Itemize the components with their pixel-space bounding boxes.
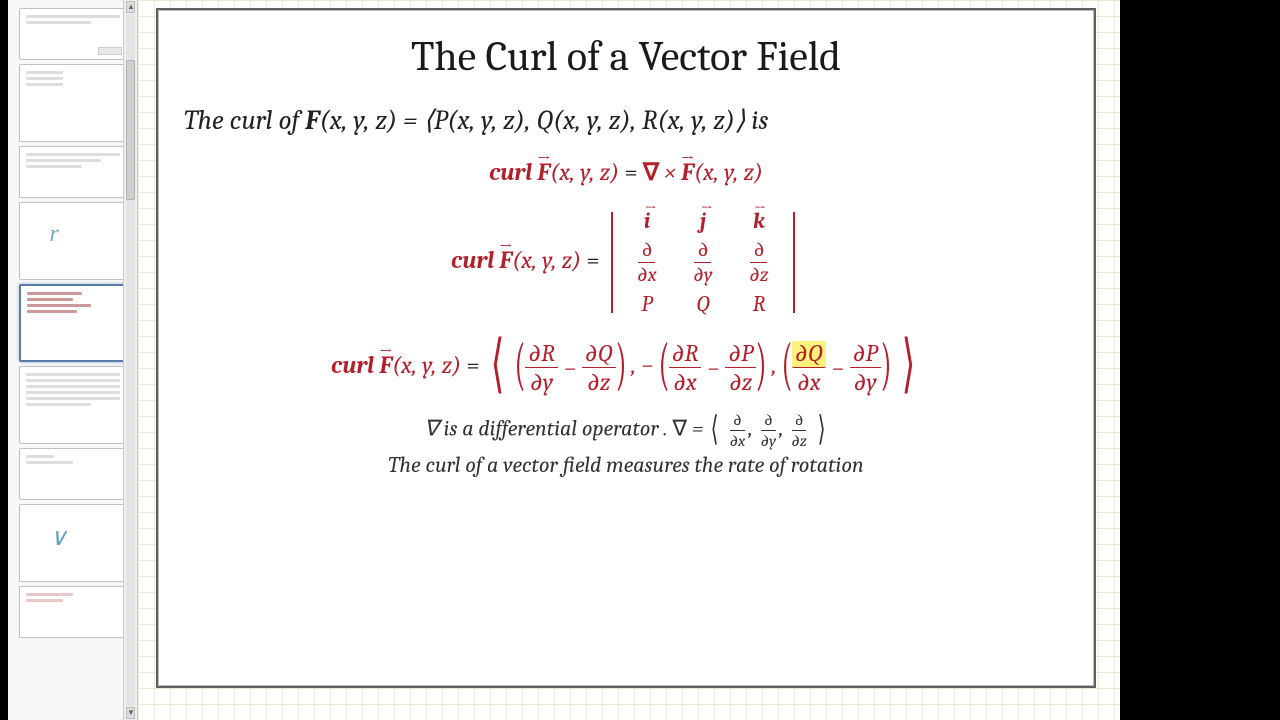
slide-thumbnail-1[interactable] (19, 8, 127, 60)
letterbox-left (0, 0, 8, 720)
slide-thumbnail-8[interactable]: ∨ (19, 504, 127, 582)
slide-title: The Curl of a Vector Field (180, 32, 1072, 81)
scroll-up-icon[interactable]: ▲ (126, 1, 135, 13)
slide-content: The Curl of a Vector Field The curl of F… (156, 8, 1096, 688)
letterbox-right (1120, 0, 1280, 720)
slide-thumbnail-5[interactable] (19, 284, 127, 362)
thumbnail-glyph: r (50, 221, 59, 248)
slide-canvas: The Curl of a Vector Field The curl of F… (138, 0, 1120, 720)
sidebar-scrollbar[interactable]: ▲ ▼ (123, 0, 137, 720)
slide-thumbnail-panel: r ∨ ▲ ▼ (8, 0, 138, 720)
footer-note: ∇ is a differential operator . ∇ = ⟨ ∂∂x… (180, 412, 1072, 482)
equation-expanded: curl F(x, y, z) = ⟨ ( ∂R∂y − ∂Q∂z ) , − … (180, 341, 1072, 394)
slide-thumbnail-3[interactable] (19, 146, 127, 198)
thumbnail-glyph: ∨ (50, 523, 68, 552)
slide-thumbnail-4[interactable]: r (19, 202, 127, 280)
highlighted-term: ∂Q (792, 341, 826, 368)
scroll-down-icon[interactable]: ▼ (126, 707, 135, 719)
slide-thumbnail-2[interactable] (19, 64, 127, 142)
equation-curl-nabla: curl F(x, y, z) = ∇ × F(x, y, z) (180, 158, 1072, 186)
definition-line: The curl of F(x, y, z) = ⟨P(x, y, z), Q(… (180, 105, 1072, 136)
scrollbar-handle[interactable] (126, 60, 135, 200)
slide-thumbnail-9[interactable] (19, 586, 127, 638)
equation-determinant: curl F(x, y, z) = i j k ∂∂x ∂∂y ∂∂z P Q … (180, 208, 1072, 317)
slide-thumbnail-7[interactable] (19, 448, 127, 500)
app-window: r ∨ ▲ ▼ The Curl (8, 0, 1120, 720)
slide-thumbnail-6[interactable] (19, 366, 127, 444)
